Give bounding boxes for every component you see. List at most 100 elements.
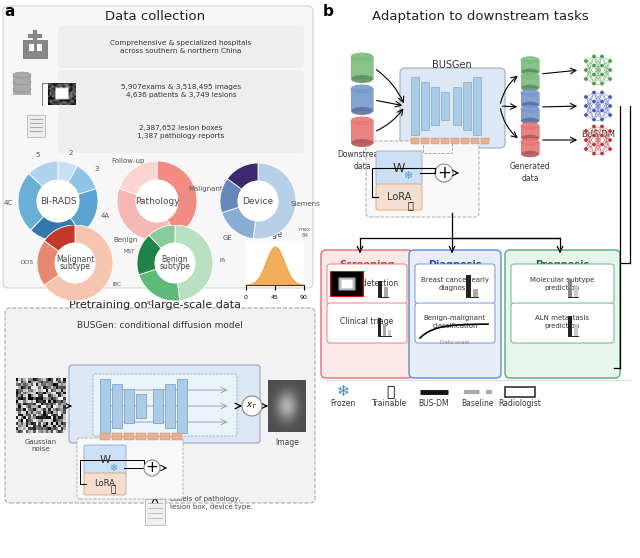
Circle shape xyxy=(592,142,596,147)
Bar xyxy=(481,138,489,144)
FancyBboxPatch shape xyxy=(505,250,620,378)
Bar xyxy=(100,433,110,440)
Bar xyxy=(473,77,481,135)
Bar xyxy=(411,77,419,135)
Circle shape xyxy=(600,90,604,95)
Ellipse shape xyxy=(521,135,539,141)
Text: 🔥: 🔥 xyxy=(110,485,116,494)
Bar xyxy=(23,40,47,58)
Text: Data collection: Data collection xyxy=(105,10,205,23)
FancyBboxPatch shape xyxy=(327,264,407,304)
Ellipse shape xyxy=(351,117,373,125)
Circle shape xyxy=(592,99,596,104)
Ellipse shape xyxy=(521,102,539,108)
Bar xyxy=(384,287,388,297)
Ellipse shape xyxy=(521,90,539,96)
Circle shape xyxy=(600,108,604,113)
Ellipse shape xyxy=(13,72,31,78)
Ellipse shape xyxy=(521,57,539,63)
FancyBboxPatch shape xyxy=(511,264,614,304)
Text: ❄: ❄ xyxy=(109,463,117,473)
Text: 🔥: 🔥 xyxy=(386,385,394,399)
Bar xyxy=(441,92,449,120)
Bar xyxy=(172,433,182,440)
Circle shape xyxy=(435,164,453,182)
Bar xyxy=(351,57,373,79)
Text: ALN metastasis
prediction: ALN metastasis prediction xyxy=(535,315,589,329)
Bar xyxy=(153,389,163,423)
Circle shape xyxy=(584,147,588,151)
Circle shape xyxy=(242,396,262,416)
Ellipse shape xyxy=(521,151,539,157)
Text: Gaussian
noise: Gaussian noise xyxy=(25,439,57,452)
FancyBboxPatch shape xyxy=(327,303,407,343)
Text: BUSGen: conditional diffusion model: BUSGen: conditional diffusion model xyxy=(77,321,243,330)
Bar xyxy=(521,93,539,105)
Text: min
11: min 11 xyxy=(244,227,254,238)
Bar xyxy=(521,126,539,138)
Ellipse shape xyxy=(351,85,373,93)
Text: Frozen: Frozen xyxy=(330,398,356,407)
Bar xyxy=(568,316,572,336)
Ellipse shape xyxy=(521,73,539,79)
Bar xyxy=(148,433,158,440)
Bar xyxy=(29,44,34,51)
FancyBboxPatch shape xyxy=(415,264,495,304)
Circle shape xyxy=(592,133,596,138)
Bar xyxy=(421,82,429,130)
Bar xyxy=(165,384,175,428)
Bar xyxy=(136,394,146,418)
Circle shape xyxy=(144,460,160,476)
Circle shape xyxy=(592,81,596,86)
Text: BUS-DM: BUS-DM xyxy=(581,130,615,139)
Circle shape xyxy=(600,151,604,156)
Text: Molecular subtype
prediction: Molecular subtype prediction xyxy=(530,277,594,291)
Text: Screening: Screening xyxy=(339,260,395,270)
Text: +: + xyxy=(437,164,451,182)
Text: Image: Image xyxy=(275,438,299,447)
Circle shape xyxy=(608,77,612,81)
FancyBboxPatch shape xyxy=(84,445,126,475)
FancyBboxPatch shape xyxy=(84,473,126,495)
Circle shape xyxy=(584,113,588,117)
Bar xyxy=(421,138,429,144)
Bar xyxy=(13,89,31,95)
Bar xyxy=(463,82,471,130)
Circle shape xyxy=(600,81,604,86)
Text: Generated
data: Generated data xyxy=(509,162,550,183)
Text: +: + xyxy=(146,460,158,475)
Text: ❄: ❄ xyxy=(403,171,413,181)
Text: 🔥: 🔥 xyxy=(407,200,413,210)
Bar xyxy=(505,387,535,397)
Bar xyxy=(177,379,187,433)
FancyBboxPatch shape xyxy=(376,151,422,185)
Text: LoRA: LoRA xyxy=(387,192,411,202)
Bar xyxy=(388,330,391,336)
Text: Prognosis: Prognosis xyxy=(535,260,589,270)
Bar xyxy=(521,60,539,72)
FancyBboxPatch shape xyxy=(321,250,413,378)
Bar xyxy=(378,281,382,297)
FancyBboxPatch shape xyxy=(58,70,304,112)
Bar xyxy=(378,318,381,336)
FancyBboxPatch shape xyxy=(58,111,304,153)
Circle shape xyxy=(592,90,596,95)
Circle shape xyxy=(608,147,612,151)
Circle shape xyxy=(608,129,612,133)
Bar xyxy=(451,138,459,144)
Text: b: b xyxy=(323,4,334,19)
Bar xyxy=(521,142,539,154)
Circle shape xyxy=(584,59,588,63)
Text: Downstream
data: Downstream data xyxy=(338,150,387,171)
Circle shape xyxy=(592,124,596,129)
Bar xyxy=(13,82,31,88)
Bar xyxy=(37,44,42,51)
Bar xyxy=(124,433,134,440)
Circle shape xyxy=(592,151,596,156)
Bar xyxy=(13,75,31,81)
Bar xyxy=(521,76,539,88)
Circle shape xyxy=(584,77,588,81)
Circle shape xyxy=(600,54,604,59)
Text: Data scale: Data scale xyxy=(440,340,470,345)
Circle shape xyxy=(584,129,588,133)
